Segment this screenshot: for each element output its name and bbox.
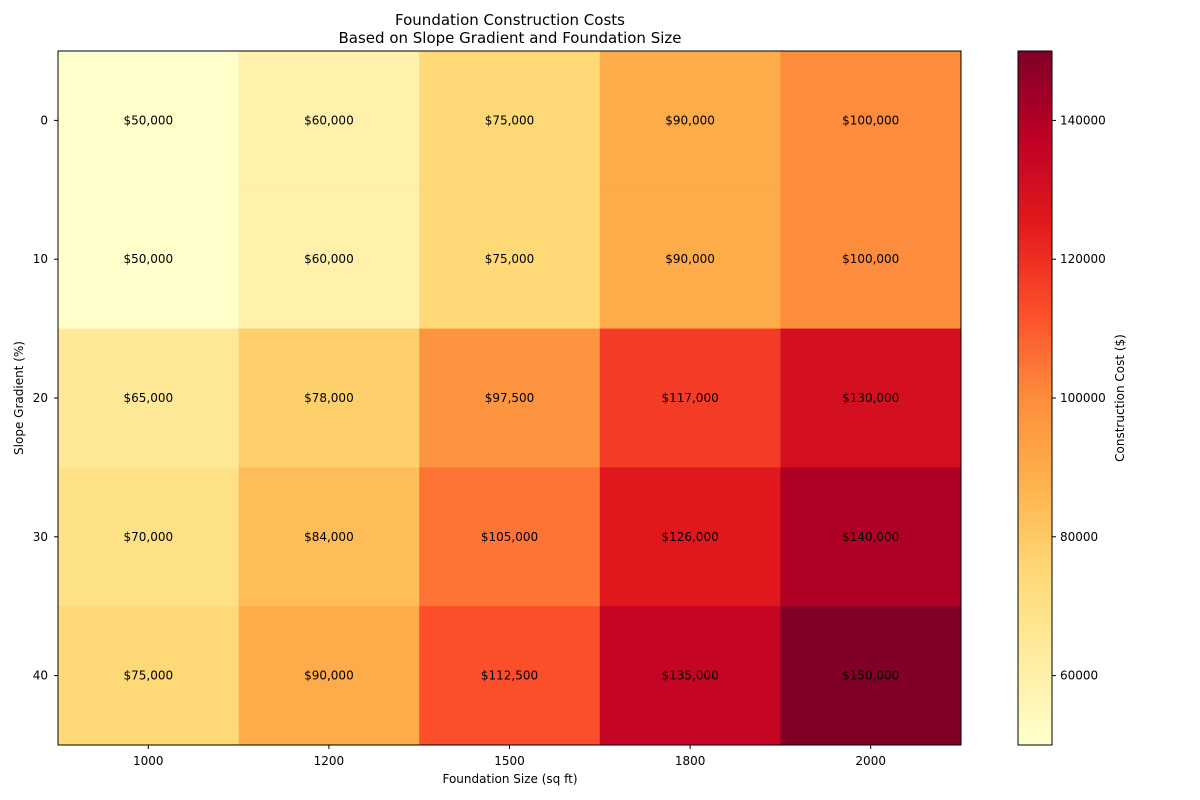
cell-value-label: $100,000 (842, 252, 899, 266)
cell-value-label: $60,000 (304, 113, 354, 127)
y-tick-label: 40 (33, 669, 48, 683)
colorbar-tick-label: 60000 (1060, 669, 1098, 683)
cell-value-label: $130,000 (842, 391, 899, 405)
heatmap-cell (58, 189, 240, 330)
heatmap-cell (58, 606, 240, 746)
x-tick-label: 2000 (855, 754, 886, 768)
cell-value-label: $75,000 (123, 669, 173, 683)
heatmap-cell (599, 606, 781, 746)
heatmap-cell (780, 51, 962, 191)
x-tick-label: 1800 (675, 754, 706, 768)
heatmap-cell (599, 328, 781, 468)
heatmap-cell (780, 467, 962, 607)
heatmap-cell (599, 51, 781, 191)
y-axis-label: Slope Gradient (%) (12, 341, 26, 455)
cell-value-label: $78,000 (304, 391, 354, 405)
heatmap-cell (419, 606, 601, 746)
cell-value-label: $105,000 (481, 530, 538, 544)
heatmap-cell (780, 189, 962, 330)
x-axis-label: Foundation Size (sq ft) (442, 772, 577, 786)
heatmap-cell (238, 189, 420, 330)
colorbar-tick-label: 80000 (1060, 530, 1098, 544)
cell-value-label: $150,000 (842, 669, 899, 683)
cell-value-label: $50,000 (123, 252, 173, 266)
y-tick-label: 0 (40, 113, 48, 127)
heatmap-cell (780, 606, 962, 746)
cell-value-label: $90,000 (304, 669, 354, 683)
heatmap-cell (238, 467, 420, 607)
heatmap-cell (238, 328, 420, 468)
y-axis-ticks: 0 10 20 30 40 (33, 113, 58, 683)
heatmap-cell (419, 51, 601, 191)
cell-value-label: $112,500 (481, 669, 538, 683)
heatmap-cell (238, 51, 420, 191)
heatmap-cells (58, 51, 962, 746)
cell-value-label: $90,000 (665, 113, 715, 127)
x-tick-label: 1000 (133, 754, 164, 768)
chart-title: Foundation Construction Costs (395, 11, 625, 29)
cell-value-label: $75,000 (485, 252, 535, 266)
heatmap-cell (238, 606, 420, 746)
heatmap-cell (419, 328, 601, 468)
colorbar-label: Construction Cost ($) (1113, 334, 1127, 462)
cell-value-label: $135,000 (661, 669, 718, 683)
heatmap-cell (58, 51, 240, 191)
y-tick-label: 30 (33, 530, 48, 544)
colorbar-tick-label: 100000 (1060, 391, 1106, 405)
cell-value-label: $117,000 (661, 391, 718, 405)
chart-subtitle: Based on Slope Gradient and Foundation S… (339, 29, 682, 47)
colorbar (1017, 50, 1053, 746)
heatmap-cell (419, 467, 601, 607)
heatmap-cell-labels: $50,000 $60,000 $75,000 $90,000 $100,000 $50,… (123, 113, 899, 682)
cell-value-label: $126,000 (661, 530, 718, 544)
heatmap-cell (780, 328, 962, 468)
colorbar-ticks: 60000 80000 100000 120000 140000 (1052, 113, 1106, 683)
colorbar-tick-label: 140000 (1060, 113, 1106, 127)
heatmap-cell (58, 328, 240, 468)
y-tick-label: 20 (33, 391, 48, 405)
cell-value-label: $70,000 (123, 530, 173, 544)
x-tick-label: 1500 (494, 754, 525, 768)
cell-value-label: $60,000 (304, 252, 354, 266)
cell-value-label: $50,000 (123, 113, 173, 127)
cell-value-label: $140,000 (842, 530, 899, 544)
heatmap-cell (419, 189, 601, 330)
heatmap-cell (58, 467, 240, 607)
cell-value-label: $84,000 (304, 530, 354, 544)
cell-value-label: $65,000 (123, 391, 173, 405)
colorbar-tick-label: 120000 (1060, 252, 1106, 266)
cell-value-label: $75,000 (485, 113, 535, 127)
heatmap-cell (599, 189, 781, 330)
cell-value-label: $90,000 (665, 252, 715, 266)
cell-value-label: $97,500 (485, 391, 535, 405)
cell-value-label: $100,000 (842, 113, 899, 127)
x-axis-ticks: 1000 1200 1500 1800 2000 (133, 745, 886, 768)
x-tick-label: 1200 (314, 754, 345, 768)
y-tick-label: 10 (33, 252, 48, 266)
heatmap-cell (599, 467, 781, 607)
